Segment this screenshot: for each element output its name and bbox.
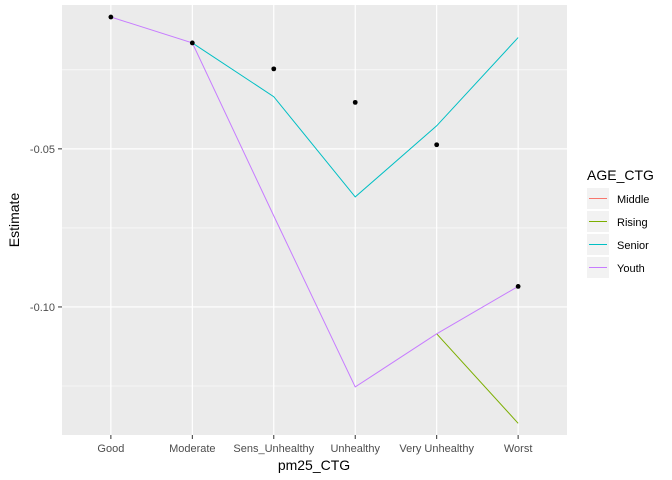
x-tick-label: Good [97, 443, 124, 455]
data-point [352, 99, 358, 105]
x-tick-label: Sens_Unhealthy [233, 443, 314, 455]
data-point [515, 283, 521, 289]
grid [62, 5, 567, 435]
x-axis: Good Moderate Sens_Unhealthy Unhealthy Very … [97, 435, 532, 455]
data-points [108, 14, 521, 289]
y-tick-label: -0.10 [30, 302, 55, 314]
legend-label-youth: Youth [617, 263, 645, 275]
x-axis-title: pm25_CTG [278, 457, 350, 473]
legend: AGE_CTG Middle Rising Senior Youth [587, 167, 654, 278]
legend-title: AGE_CTG [587, 167, 654, 183]
data-point [434, 142, 440, 148]
y-axis: -0.05 -0.10 [30, 144, 62, 314]
y-tick-label: -0.05 [30, 144, 55, 156]
x-tick-label: Very Unhealthy [399, 443, 474, 455]
series-line-rising [436, 333, 519, 424]
panel-background [62, 5, 567, 435]
legend-label-senior: Senior [617, 240, 649, 252]
x-tick-label: Worst [504, 443, 533, 455]
series-line-senior [192, 37, 519, 198]
y-axis-title: Estimate [6, 193, 22, 248]
data-point [189, 40, 195, 46]
legend-label-rising: Rising [617, 217, 648, 229]
series-lines [110, 16, 519, 424]
data-point [108, 14, 114, 20]
series-line-youth [110, 16, 519, 388]
data-point [271, 66, 277, 72]
x-tick-label: Moderate [169, 443, 215, 455]
x-tick-label: Unhealthy [330, 443, 380, 455]
legend-label-middle: Middle [617, 194, 649, 206]
